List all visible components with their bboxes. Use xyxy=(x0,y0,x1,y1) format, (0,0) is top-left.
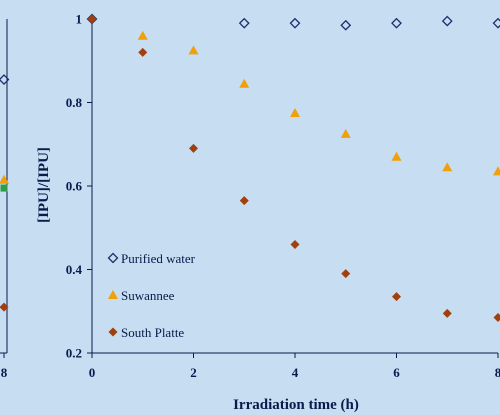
south-platte-point xyxy=(392,292,401,302)
suwannee-point xyxy=(340,128,351,138)
south-platte-point xyxy=(138,47,148,57)
y-tick-label: 0.2 xyxy=(66,346,82,361)
y-tick-label: 1 xyxy=(76,12,83,27)
legend-marker-south-platte xyxy=(108,327,118,337)
south-platte-point xyxy=(239,196,249,206)
x-tick-label: 2 xyxy=(190,365,197,380)
south-platte-point xyxy=(290,239,300,249)
purified-water-point xyxy=(238,17,250,29)
legend-marker-purified-water xyxy=(107,252,119,264)
suwannee-point xyxy=(239,78,250,88)
y-axis-label: [IPU]/[IPU] xyxy=(36,147,52,223)
legend-label-south-platte: South Platte xyxy=(121,325,184,340)
suwannee-point xyxy=(137,30,148,40)
x-axis-label: Irradiation time (h) xyxy=(233,397,359,413)
legend-label-suwannee: Suwannee xyxy=(121,288,175,303)
left-panel-point xyxy=(0,184,8,192)
south-platte-point xyxy=(87,14,97,24)
suwannee-point xyxy=(290,107,300,117)
south-platte-point xyxy=(442,308,452,318)
purified-water-point xyxy=(492,17,500,29)
purified-water-point xyxy=(441,15,453,27)
left-panel-point xyxy=(0,74,10,85)
south-platte-point xyxy=(189,143,198,153)
suwannee-point xyxy=(188,45,199,55)
y-tick-label: 0.8 xyxy=(66,95,83,110)
x-tick-label: 4 xyxy=(292,365,299,380)
suwannee-point xyxy=(391,151,402,161)
suwannee-point xyxy=(442,162,453,172)
legend: Purified water Suwannee South Platte xyxy=(107,251,196,340)
suwannee-point xyxy=(493,166,500,176)
purified-water-point xyxy=(391,17,402,29)
plot-area xyxy=(92,19,498,353)
plot-background xyxy=(92,19,498,353)
data-marks xyxy=(86,13,500,323)
purified-water-point xyxy=(340,19,352,31)
left-panel-point xyxy=(0,174,9,184)
x-tick-label: 0 xyxy=(89,365,96,380)
left-panel-partial: 8 xyxy=(0,19,10,380)
x-tick-label: 6 xyxy=(393,365,400,380)
axes: 0.2 0.4 0.6 0.8 1 0 2 4 6 8 xyxy=(66,12,500,381)
y-tick-label: 0.4 xyxy=(66,262,83,277)
x-tick-label: 8 xyxy=(495,365,500,380)
south-platte-point xyxy=(341,269,351,279)
south-platte-point xyxy=(493,313,500,323)
purified-water-point xyxy=(289,17,301,29)
left-panel-x-tick-label: 8 xyxy=(1,365,8,380)
legend-marker-suwannee xyxy=(108,290,118,299)
left-panel-point xyxy=(0,302,9,312)
y-tick-label: 0.6 xyxy=(66,179,83,194)
legend-label-purified-water: Purified water xyxy=(121,251,196,266)
